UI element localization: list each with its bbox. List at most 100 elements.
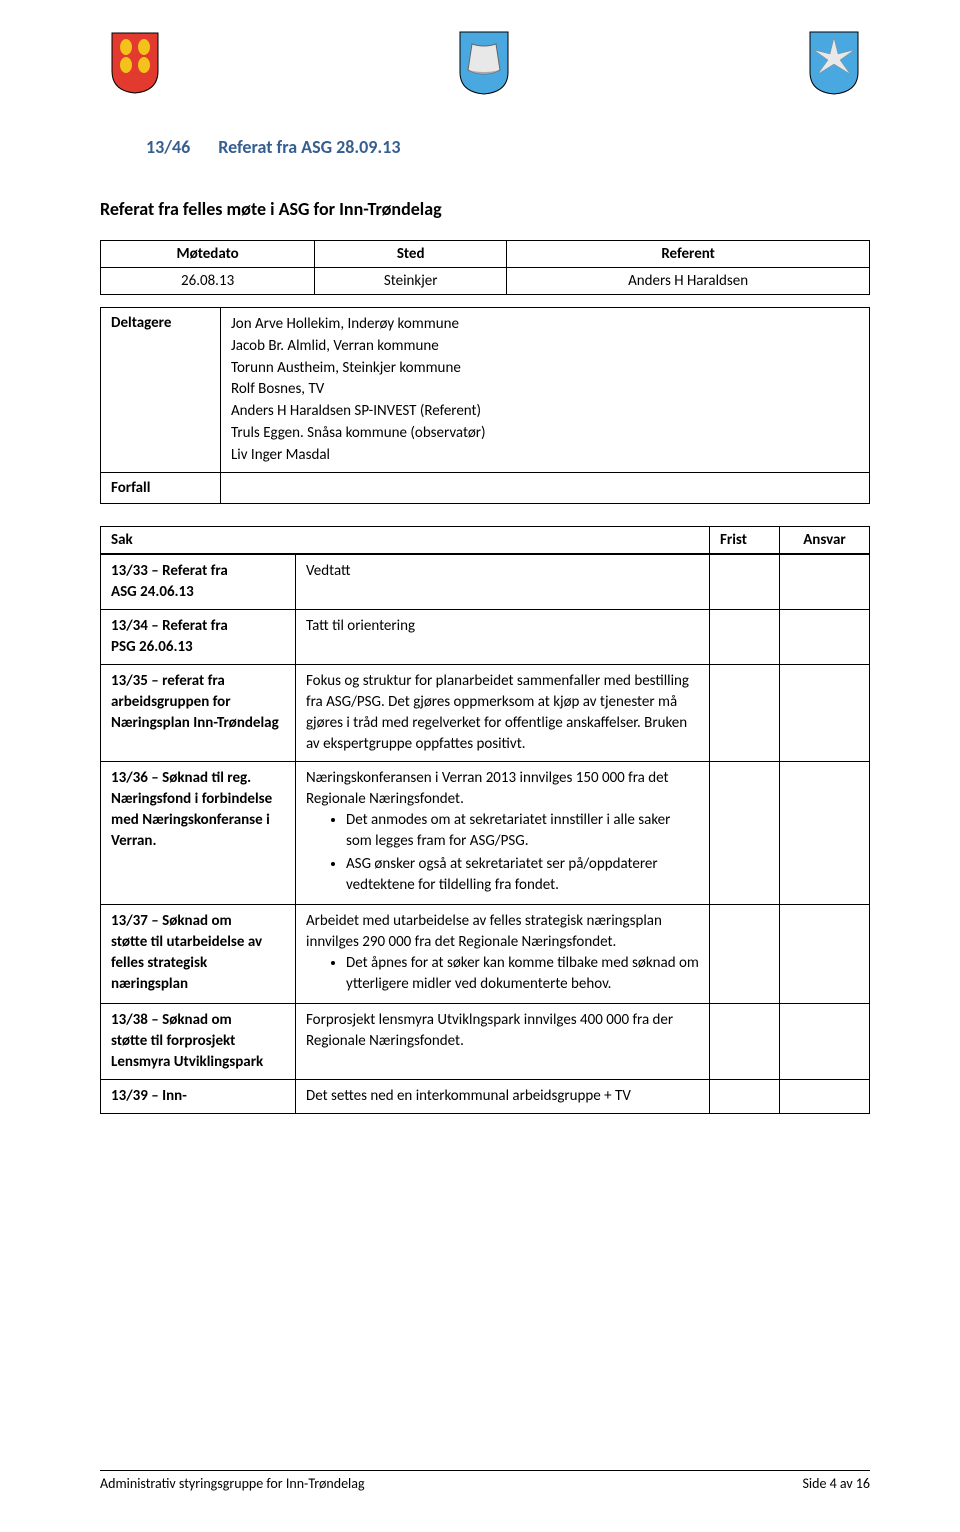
list-item: Det anmodes om at sekretariatet innstill… — [346, 810, 699, 852]
sak-header-table: Sak Frist Ansvar — [100, 526, 870, 554]
forfall-label: Forfall — [101, 473, 221, 504]
participant-line: Torunn Austheim, Steinkjer kommune — [231, 358, 859, 380]
participant-line: Rolf Bosnes, TV — [231, 379, 859, 401]
sak-header: Sak — [101, 527, 710, 554]
frist-cell — [710, 762, 780, 905]
table-row: 13/39 – Inn- Det settes ned en interkommu… — [101, 1080, 870, 1114]
sak-body-intro: Næringskonferansen i Verran 2013 innvilg… — [306, 768, 699, 810]
sak-body-text: Det settes ned en interkommunal arbeidsg… — [306, 1086, 699, 1107]
sak-body-text: Fokus og struktur for planarbeidet samme… — [306, 671, 699, 755]
list-item: ASG ønsker også at sekretariatet ser på/… — [346, 854, 699, 896]
table-row: 13/36 – Søknad til reg.Næringsfond i for… — [101, 762, 870, 905]
sak-body-cell: Vedtatt — [296, 555, 710, 610]
sak-body-text: Tatt til orientering — [306, 616, 699, 637]
sak-table: 13/33 – Referat fraASG 24.06.13Vedtatt13… — [100, 554, 870, 1114]
ansvar-cell — [780, 1004, 870, 1080]
frist-cell — [710, 610, 780, 665]
frist-cell — [710, 1004, 780, 1080]
frist-cell — [710, 555, 780, 610]
deltagere-cell: Jon Arve Hollekim, Inderøy kommuneJacob … — [221, 308, 870, 473]
table-row: 13/33 – Referat fraASG 24.06.13 Vedtatt — [101, 555, 870, 610]
sak-body-cell: Forprosjekt lensmyra Utviklngspark innvi… — [296, 1004, 710, 1080]
sak-body-text: Vedtatt — [306, 561, 699, 582]
footer-left: Administrativ styringsgruppe for Inn-Trø… — [100, 1475, 365, 1492]
participant-line: Jacob Br. Almlid, Verran kommune — [231, 336, 859, 358]
document-subtitle: Referat fra felles møte i ASG for Inn-Tr… — [100, 198, 870, 220]
sak-body-cell: Arbeidet med utarbeidelse av felles stra… — [296, 905, 710, 1004]
table-row: Forfall — [101, 473, 870, 504]
sak-left-cell: 13/34 – Referat fraPSG 26.06.13 — [101, 610, 296, 665]
ansvar-cell — [780, 665, 870, 762]
shield-right-icon — [808, 30, 860, 96]
table-row: Sak Frist Ansvar — [101, 527, 870, 554]
sak-body-intro: Arbeidet med utarbeidelse av felles stra… — [306, 911, 699, 953]
page-footer: Administrativ styringsgruppe for Inn-Trø… — [100, 1470, 870, 1492]
participant-line: Jon Arve Hollekim, Inderøy kommune — [231, 314, 859, 336]
sak-sub: støtte til utarbeidelse av felles strate… — [111, 932, 285, 995]
table-row: Deltagere Jon Arve Hollekim, Inderøy kom… — [101, 308, 870, 473]
sak-body-text: Forprosjekt lensmyra Utviklngspark innvi… — [306, 1010, 699, 1052]
sak-left-cell: 13/33 – Referat fraASG 24.06.13 — [101, 555, 296, 610]
frist-cell — [710, 1080, 780, 1114]
sak-left-cell: 13/36 – Søknad til reg.Næringsfond i for… — [101, 762, 296, 905]
sak-bullet-list: Det anmodes om at sekretariatet innstill… — [346, 810, 699, 896]
sak-id: 13/37 – Søknad om — [111, 911, 285, 932]
table-row: 13/35 – referat fraarbeidsgruppen for Næ… — [101, 665, 870, 762]
ansvar-header: Ansvar — [780, 527, 870, 554]
sak-sub: Næringsfond i forbindelse med Næringskon… — [111, 789, 285, 852]
sak-left-cell: 13/37 – Søknad omstøtte til utarbeidelse… — [101, 905, 296, 1004]
participants-table: Deltagere Jon Arve Hollekim, Inderøy kom… — [100, 307, 870, 504]
sak-sub: arbeidsgruppen for Næringsplan Inn-Trønd… — [111, 692, 285, 734]
sak-left-cell: 13/38 – Søknad omstøtte til forprosjekt … — [101, 1004, 296, 1080]
shield-middle-icon — [458, 30, 510, 96]
ansvar-cell — [780, 1080, 870, 1114]
header-icons-row — [100, 30, 870, 116]
col-sted-header: Sted — [315, 241, 507, 268]
deltagere-list: Jon Arve Hollekim, Inderøy kommuneJacob … — [231, 314, 859, 466]
list-item: Det åpnes for at søker kan komme tilbake… — [346, 953, 699, 995]
frist-cell — [710, 665, 780, 762]
sak-body-cell: Det settes ned en interkommunal arbeidsg… — [296, 1080, 710, 1114]
footer-right: Side 4 av 16 — [802, 1475, 870, 1492]
sak-left-cell: 13/35 – referat fraarbeidsgruppen for Næ… — [101, 665, 296, 762]
participant-line: Truls Eggen. Snåsa kommune (observatør) — [231, 423, 859, 445]
sak-id: 13/34 – Referat fra — [111, 616, 285, 637]
title-text: Referat fra ASG 28.09.13 — [218, 136, 400, 158]
sak-sub: ASG 24.06.13 — [111, 582, 285, 603]
sak-body-cell: Tatt til orientering — [296, 610, 710, 665]
meeting-meta-table: Møtedato Sted Referent 26.08.13 Steinkje… — [100, 240, 870, 295]
title-number: 13/46 — [146, 136, 190, 158]
sak-body-cell: Fokus og struktur for planarbeidet samme… — [296, 665, 710, 762]
forfall-value — [221, 473, 870, 504]
sak-id: 13/36 – Søknad til reg. — [111, 768, 285, 789]
shield-left-icon — [110, 31, 160, 95]
sak-id: 13/38 – Søknad om — [111, 1010, 285, 1031]
sak-left-cell: 13/39 – Inn- — [101, 1080, 296, 1114]
frist-header: Frist — [710, 527, 780, 554]
referent-value: Anders H Haraldsen — [507, 268, 870, 295]
deltagere-label: Deltagere — [101, 308, 221, 473]
sak-id: 13/35 – referat fra — [111, 671, 285, 692]
participant-line: Anders H Haraldsen SP-INVEST (Referent) — [231, 401, 859, 423]
sak-id: 13/39 – Inn- — [111, 1086, 285, 1107]
table-row: 13/38 – Søknad omstøtte til forprosjekt … — [101, 1004, 870, 1080]
ansvar-cell — [780, 762, 870, 905]
table-row: 26.08.13 Steinkjer Anders H Haraldsen — [101, 268, 870, 295]
col-referent-header: Referent — [507, 241, 870, 268]
frist-cell — [710, 905, 780, 1004]
col-motedato-header: Møtedato — [101, 241, 315, 268]
document-title: 13/46 Referat fra ASG 28.09.13 — [100, 136, 870, 158]
document-page: 13/46 Referat fra ASG 28.09.13 Referat f… — [0, 0, 960, 1532]
table-row: 13/37 – Søknad omstøtte til utarbeidelse… — [101, 905, 870, 1004]
participant-line: Liv Inger Masdal — [231, 445, 859, 467]
ansvar-cell — [780, 905, 870, 1004]
table-row: Møtedato Sted Referent — [101, 241, 870, 268]
ansvar-cell — [780, 555, 870, 610]
ansvar-cell — [780, 610, 870, 665]
sak-bullet-list: Det åpnes for at søker kan komme tilbake… — [346, 953, 699, 995]
sak-sub: PSG 26.06.13 — [111, 637, 285, 658]
motedato-value: 26.08.13 — [101, 268, 315, 295]
sak-body-cell: Næringskonferansen i Verran 2013 innvilg… — [296, 762, 710, 905]
table-row: 13/34 – Referat fraPSG 26.06.13 Tatt til … — [101, 610, 870, 665]
sak-id: 13/33 – Referat fra — [111, 561, 285, 582]
